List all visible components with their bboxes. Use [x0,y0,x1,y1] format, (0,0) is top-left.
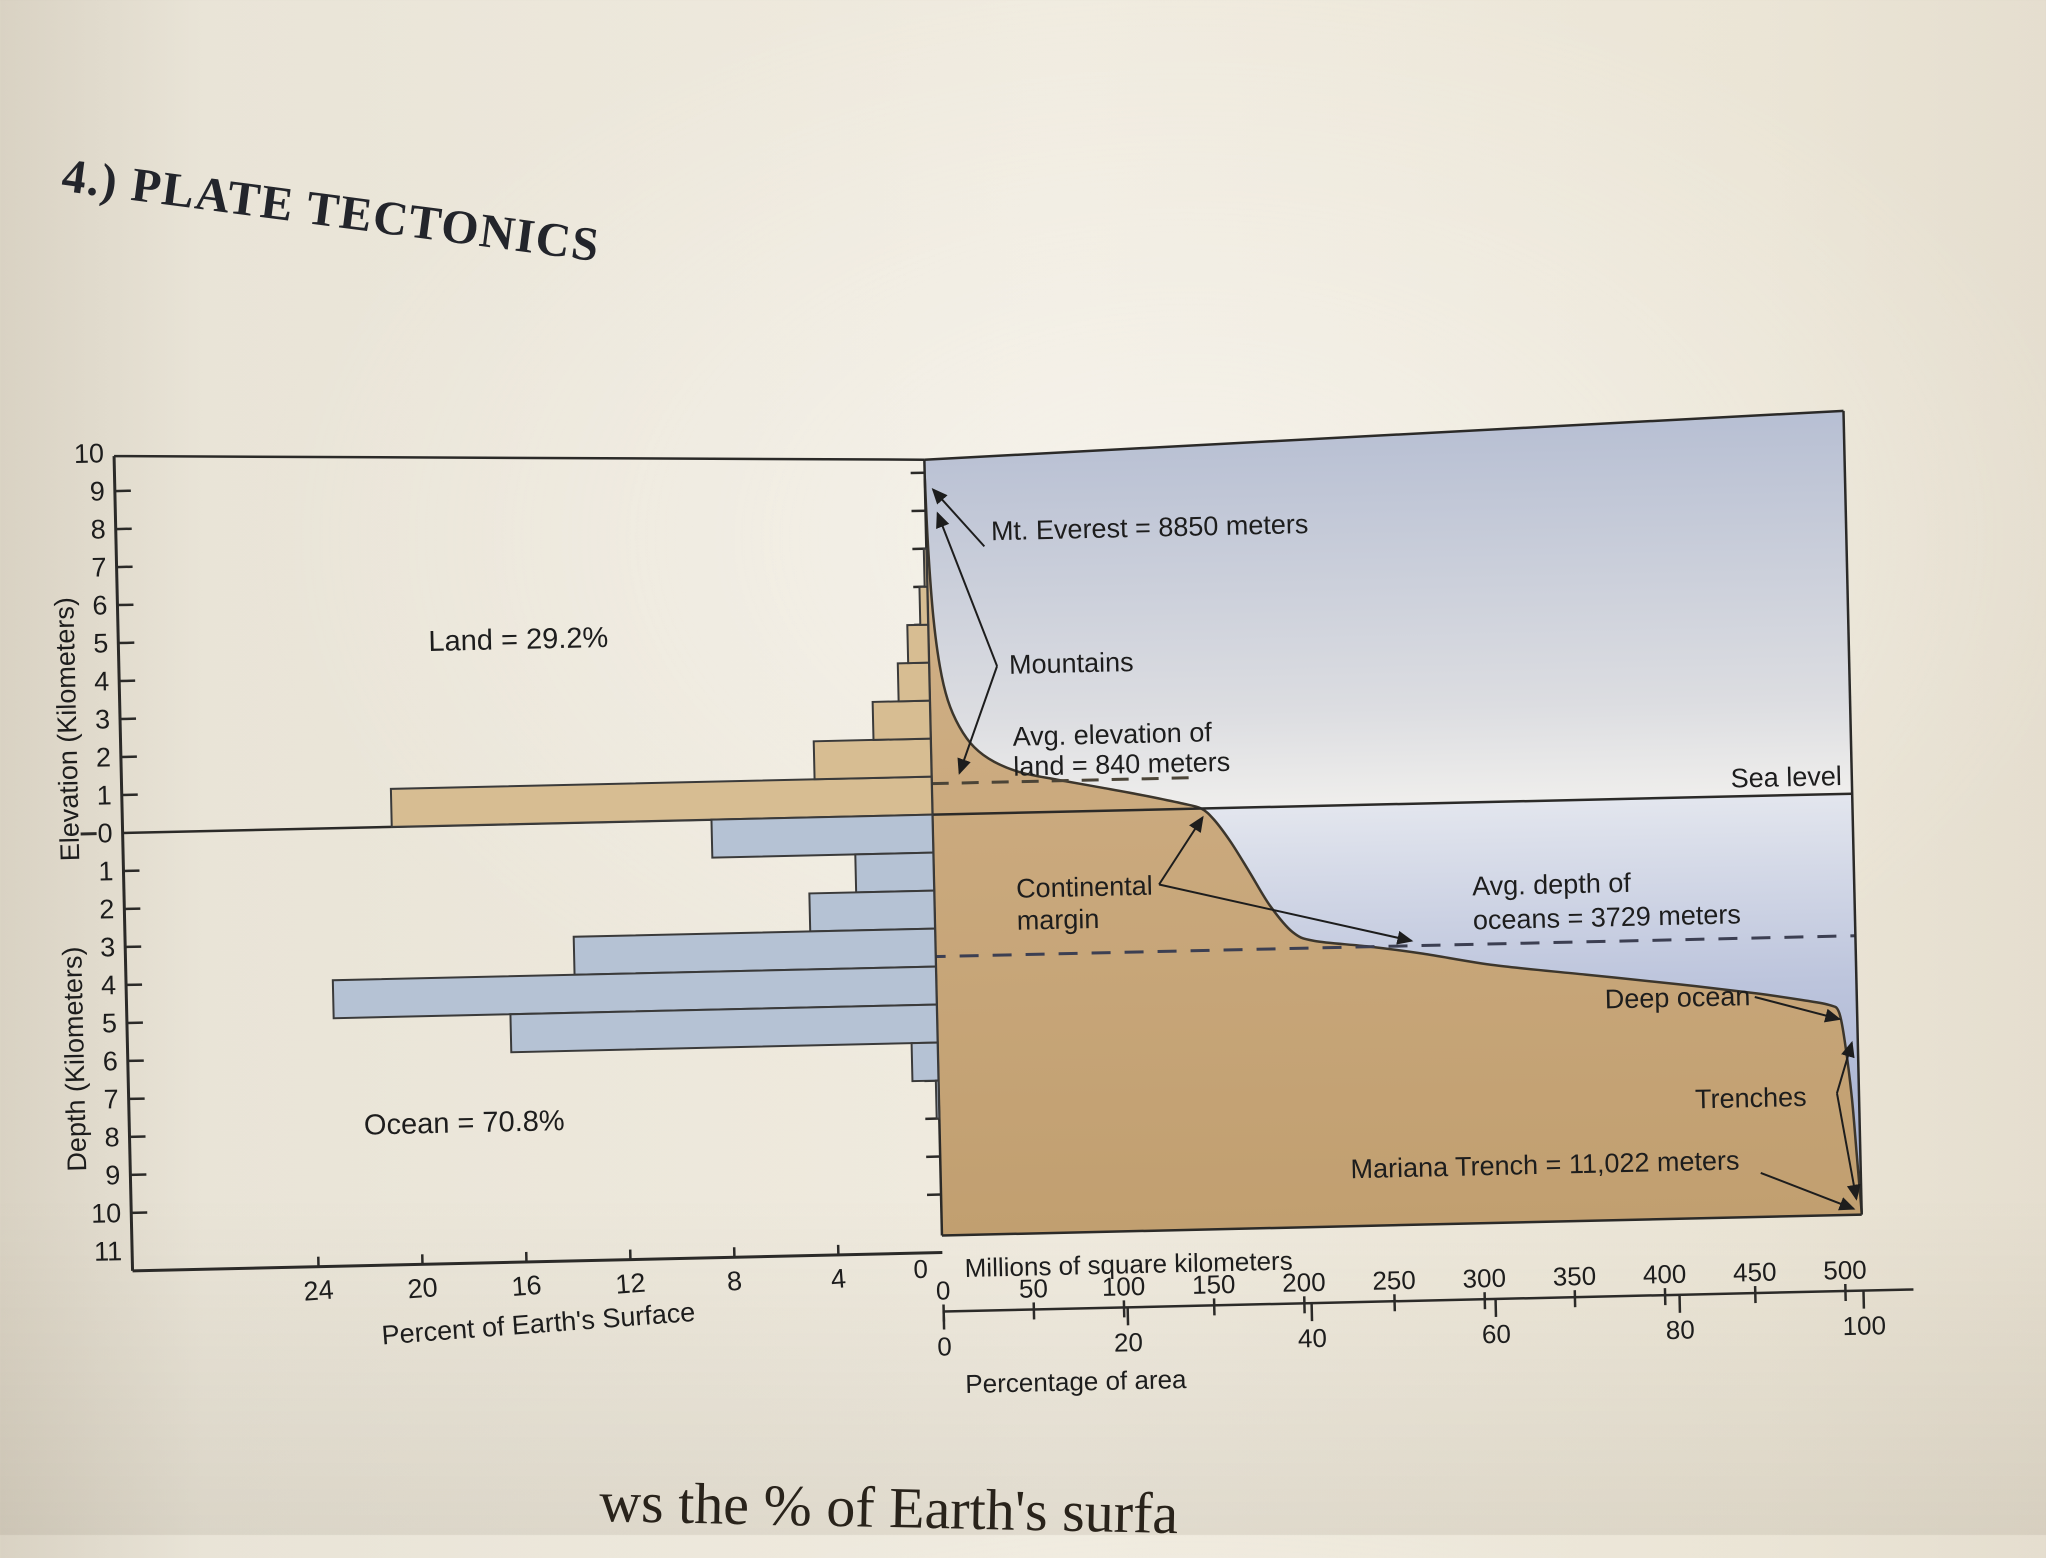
svg-text:5: 5 [102,1008,118,1038]
svg-text:450: 450 [1733,1257,1777,1288]
histogram-bar [711,815,933,858]
avg-ocean-depth-label-line1: Avg. depth of [1472,868,1632,902]
svg-text:0: 0 [937,1331,952,1361]
svg-text:350: 350 [1552,1261,1596,1292]
svg-text:16: 16 [510,1270,542,1302]
svg-text:500: 500 [1823,1255,1867,1286]
sea-level-label: Sea level [1730,761,1842,794]
continental-margin-label-line2: margin [1016,904,1099,936]
svg-text:0: 0 [97,818,113,848]
svg-text:4: 4 [94,666,110,696]
svg-text:1: 1 [96,780,112,810]
svg-text:6: 6 [102,1046,118,1076]
svg-text:11: 11 [94,1236,123,1267]
svg-text:7: 7 [103,1084,119,1114]
svg-text:60: 60 [1482,1319,1512,1350]
avg-ocean-depth-label-line2: oceans = 3729 meters [1473,899,1742,935]
percent-axis-line [133,1253,943,1271]
svg-text:12: 12 [614,1268,646,1300]
page-title: 4.) PLATE TECTONICS [59,148,681,283]
svg-text:300: 300 [1462,1263,1506,1294]
svg-text:8: 8 [104,1122,120,1152]
svg-text:250: 250 [1372,1265,1416,1296]
bottom-partial-text: ws the % of Earth's surfa [599,1468,1700,1558]
histogram-bar [809,891,935,932]
svg-text:3: 3 [100,932,116,962]
svg-text:24: 24 [302,1275,334,1307]
svg-text:400: 400 [1643,1259,1687,1290]
histogram-bar [919,587,928,625]
elevation-histogram-bars [386,549,933,827]
svg-text:7: 7 [91,552,107,582]
svg-text:6: 6 [92,590,108,620]
area-axis-line [944,1289,1914,1311]
depth-histogram-bars [329,815,939,1133]
svg-text:10: 10 [74,438,105,469]
svg-text:9: 9 [89,476,105,506]
millions-axis-title: Millions of square kilometers [964,1246,1293,1283]
mountains-label: Mountains [1009,647,1134,680]
histogram-bar [912,1043,939,1082]
left-panel-top-border [114,438,924,478]
histogram-bar [855,853,934,893]
svg-text:2: 2 [96,742,112,772]
histogram-bar [814,739,932,780]
svg-text:9: 9 [105,1160,121,1190]
trenches-label: Trenches [1695,1082,1807,1115]
svg-text:100: 100 [1842,1310,1886,1341]
svg-text:2: 2 [99,894,115,924]
svg-text:20: 20 [406,1272,438,1304]
land-share-label: Land = 29.2% [428,622,608,658]
svg-text:8: 8 [90,514,106,544]
svg-text:5: 5 [93,628,109,658]
svg-text:40: 40 [1298,1323,1328,1354]
svg-text:0: 0 [936,1275,951,1305]
svg-text:80: 80 [1666,1314,1696,1345]
avg-land-elevation-label-line2: land = 840 meters [1013,747,1231,782]
continental-margin-label-line1: Continental [1016,871,1153,904]
svg-text:8: 8 [726,1266,743,1297]
percent-axis-title: Percent of Earth's Surface [381,1297,697,1350]
svg-text:1: 1 [98,856,114,886]
svg-text:3: 3 [95,704,111,734]
histogram-bar [907,625,929,663]
histogram-bar [898,663,930,702]
percent-axis-zero-label: 0 [913,1254,928,1284]
histogram-bar [924,549,927,587]
svg-text:20: 20 [1114,1327,1144,1358]
percentage-axis-title: Percentage of area [965,1364,1187,1399]
depth-axis-title: Depth (Kilometers) [57,946,92,1172]
avg-land-elevation-label-line1: Avg. elevation of [1012,717,1212,752]
histogram-bar [873,701,931,740]
elevation-axis-title: Elevation (Kilometers) [49,597,85,862]
svg-text:4: 4 [101,970,117,1000]
ocean-share-label: Ocean = 70.8% [364,1105,565,1142]
deep-ocean-label: Deep ocean [1604,981,1750,1014]
histogram-bar [936,1081,939,1119]
svg-text:4: 4 [830,1263,847,1294]
svg-text:10: 10 [91,1198,122,1229]
